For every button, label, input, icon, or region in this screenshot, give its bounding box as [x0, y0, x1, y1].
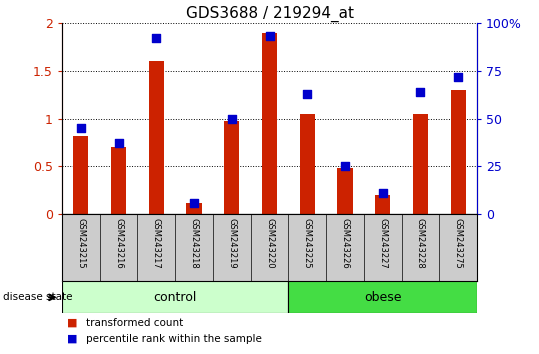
Bar — [337, 168, 353, 214]
Bar — [111, 147, 126, 214]
Point — [378, 190, 387, 196]
Text: disease state: disease state — [3, 292, 72, 302]
Bar — [413, 114, 428, 214]
Text: GSM243226: GSM243226 — [341, 217, 349, 268]
Bar — [224, 121, 239, 214]
Text: GSM243275: GSM243275 — [454, 217, 462, 268]
Text: GSM243227: GSM243227 — [378, 217, 387, 268]
Text: GSM243220: GSM243220 — [265, 217, 274, 268]
Point — [341, 164, 349, 169]
Point — [227, 116, 236, 121]
Bar — [149, 61, 164, 214]
Bar — [62, 281, 288, 313]
Point — [416, 89, 425, 95]
Point — [77, 125, 85, 131]
Bar — [262, 33, 277, 214]
Text: control: control — [154, 291, 197, 304]
Bar — [73, 136, 88, 214]
Point — [114, 141, 123, 146]
Text: GSM243228: GSM243228 — [416, 217, 425, 268]
Title: GDS3688 / 219294_at: GDS3688 / 219294_at — [185, 5, 354, 22]
Text: percentile rank within the sample: percentile rank within the sample — [86, 334, 262, 344]
Bar — [375, 195, 390, 214]
Text: GSM243216: GSM243216 — [114, 217, 123, 268]
Text: GSM243217: GSM243217 — [152, 217, 161, 268]
Text: GSM243218: GSM243218 — [190, 217, 198, 268]
Bar — [186, 203, 202, 214]
Text: ■: ■ — [67, 334, 78, 344]
Point — [454, 74, 462, 79]
Point — [265, 34, 274, 39]
Text: ■: ■ — [67, 318, 78, 328]
Point — [152, 35, 161, 41]
Bar — [300, 114, 315, 214]
Bar — [451, 90, 466, 214]
Text: transformed count: transformed count — [86, 318, 183, 328]
Text: GSM243225: GSM243225 — [303, 217, 312, 268]
Text: obese: obese — [364, 291, 402, 304]
Bar — [288, 281, 477, 313]
Text: GSM243215: GSM243215 — [77, 217, 85, 268]
Text: GSM243219: GSM243219 — [227, 217, 236, 268]
Point — [190, 200, 198, 206]
Point — [303, 91, 312, 97]
